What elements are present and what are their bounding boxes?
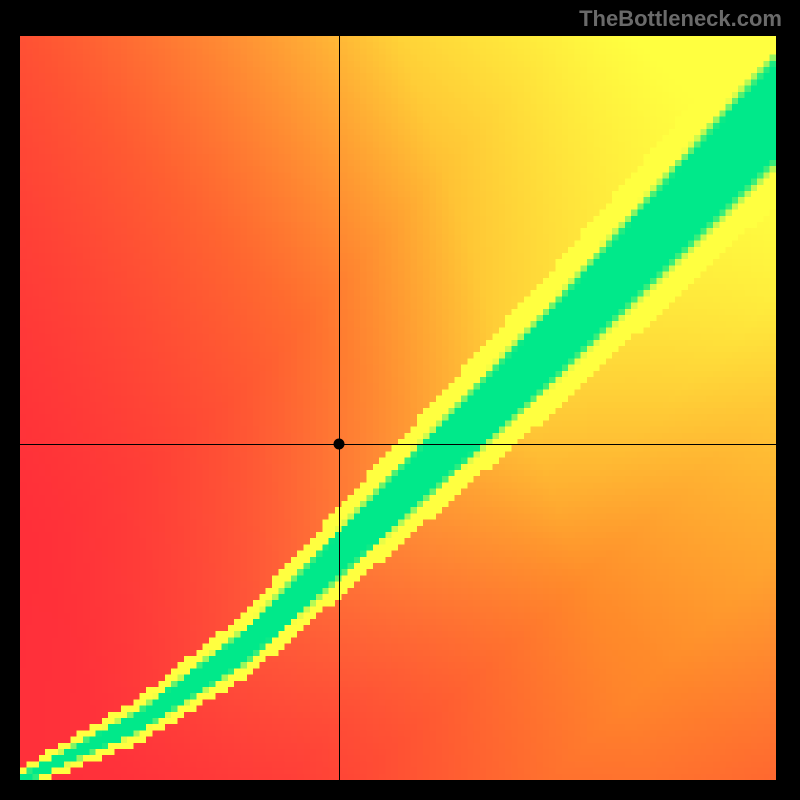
crosshair-horizontal — [20, 444, 776, 445]
watermark-text: TheBottleneck.com — [579, 6, 782, 32]
heatmap-plot — [20, 36, 776, 780]
heatmap-canvas — [20, 36, 776, 780]
crosshair-vertical — [339, 36, 340, 780]
crosshair-marker — [334, 438, 345, 449]
